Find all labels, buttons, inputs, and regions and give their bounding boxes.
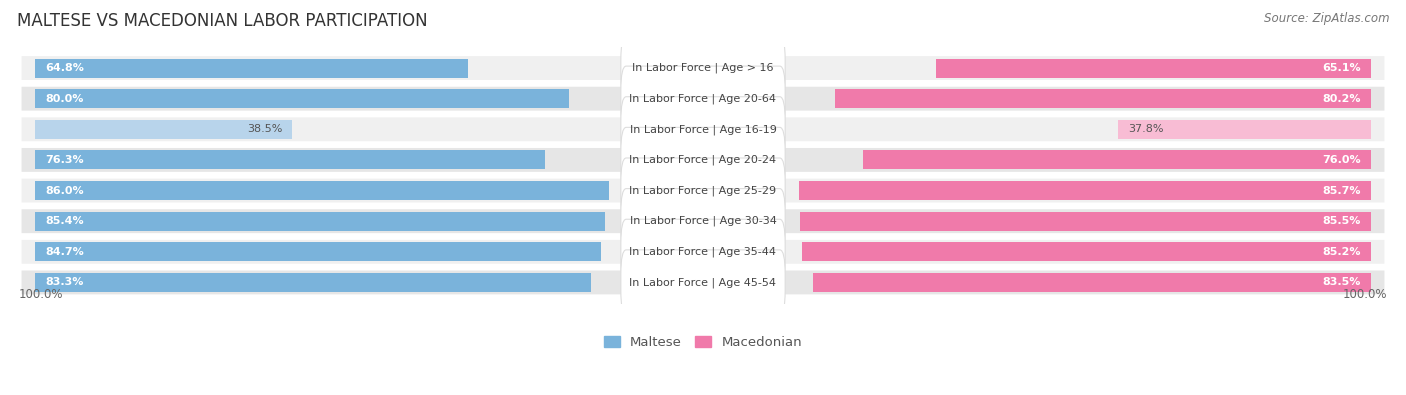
Bar <box>35 242 600 261</box>
Bar <box>936 58 1371 77</box>
Text: 84.7%: 84.7% <box>45 247 84 257</box>
FancyBboxPatch shape <box>621 250 785 315</box>
FancyBboxPatch shape <box>621 188 785 254</box>
Text: In Labor Force | Age 25-29: In Labor Force | Age 25-29 <box>630 185 776 196</box>
FancyBboxPatch shape <box>21 117 1385 141</box>
Text: MALTESE VS MACEDONIAN LABOR PARTICIPATION: MALTESE VS MACEDONIAN LABOR PARTICIPATIO… <box>17 12 427 30</box>
FancyBboxPatch shape <box>21 179 1385 203</box>
Text: Source: ZipAtlas.com: Source: ZipAtlas.com <box>1264 12 1389 25</box>
FancyBboxPatch shape <box>621 66 785 131</box>
FancyBboxPatch shape <box>621 158 785 223</box>
Bar <box>801 242 1371 261</box>
Bar <box>835 89 1371 108</box>
Text: In Labor Force | Age 20-24: In Labor Force | Age 20-24 <box>630 155 776 165</box>
Text: In Labor Force | Age 45-54: In Labor Force | Age 45-54 <box>630 277 776 288</box>
FancyBboxPatch shape <box>21 87 1385 111</box>
FancyBboxPatch shape <box>621 127 785 192</box>
Bar <box>35 212 606 231</box>
Bar <box>35 273 592 292</box>
Bar <box>35 120 292 139</box>
Bar <box>35 89 569 108</box>
Bar <box>35 181 609 200</box>
Bar <box>813 273 1371 292</box>
FancyBboxPatch shape <box>21 271 1385 294</box>
Text: In Labor Force | Age 35-44: In Labor Force | Age 35-44 <box>630 246 776 257</box>
FancyBboxPatch shape <box>621 36 785 101</box>
Text: 38.5%: 38.5% <box>247 124 283 134</box>
Text: In Labor Force | Age 16-19: In Labor Force | Age 16-19 <box>630 124 776 135</box>
Text: 83.3%: 83.3% <box>45 277 83 288</box>
Text: In Labor Force | Age > 16: In Labor Force | Age > 16 <box>633 63 773 73</box>
Text: 100.0%: 100.0% <box>18 288 63 301</box>
Bar <box>35 150 544 169</box>
Text: 37.8%: 37.8% <box>1129 124 1164 134</box>
FancyBboxPatch shape <box>21 209 1385 233</box>
Text: 80.0%: 80.0% <box>45 94 83 103</box>
FancyBboxPatch shape <box>21 240 1385 264</box>
Text: 100.0%: 100.0% <box>1343 288 1388 301</box>
FancyBboxPatch shape <box>21 148 1385 172</box>
Bar <box>800 212 1371 231</box>
Text: 80.2%: 80.2% <box>1323 94 1361 103</box>
FancyBboxPatch shape <box>621 219 785 284</box>
Text: 83.5%: 83.5% <box>1323 277 1361 288</box>
Text: 76.0%: 76.0% <box>1322 155 1361 165</box>
FancyBboxPatch shape <box>621 97 785 162</box>
Text: In Labor Force | Age 30-34: In Labor Force | Age 30-34 <box>630 216 776 226</box>
Text: 76.3%: 76.3% <box>45 155 84 165</box>
FancyBboxPatch shape <box>21 56 1385 80</box>
Text: 64.8%: 64.8% <box>45 63 84 73</box>
Text: 86.0%: 86.0% <box>45 186 84 196</box>
Text: 85.5%: 85.5% <box>1323 216 1361 226</box>
Bar <box>799 181 1371 200</box>
Text: 85.4%: 85.4% <box>45 216 84 226</box>
Bar <box>35 58 468 77</box>
Text: 85.2%: 85.2% <box>1323 247 1361 257</box>
Legend: Maltese, Macedonian: Maltese, Macedonian <box>599 330 807 354</box>
Bar <box>863 150 1371 169</box>
Text: In Labor Force | Age 20-64: In Labor Force | Age 20-64 <box>630 94 776 104</box>
Text: 65.1%: 65.1% <box>1322 63 1361 73</box>
Bar <box>1118 120 1371 139</box>
Text: 85.7%: 85.7% <box>1323 186 1361 196</box>
